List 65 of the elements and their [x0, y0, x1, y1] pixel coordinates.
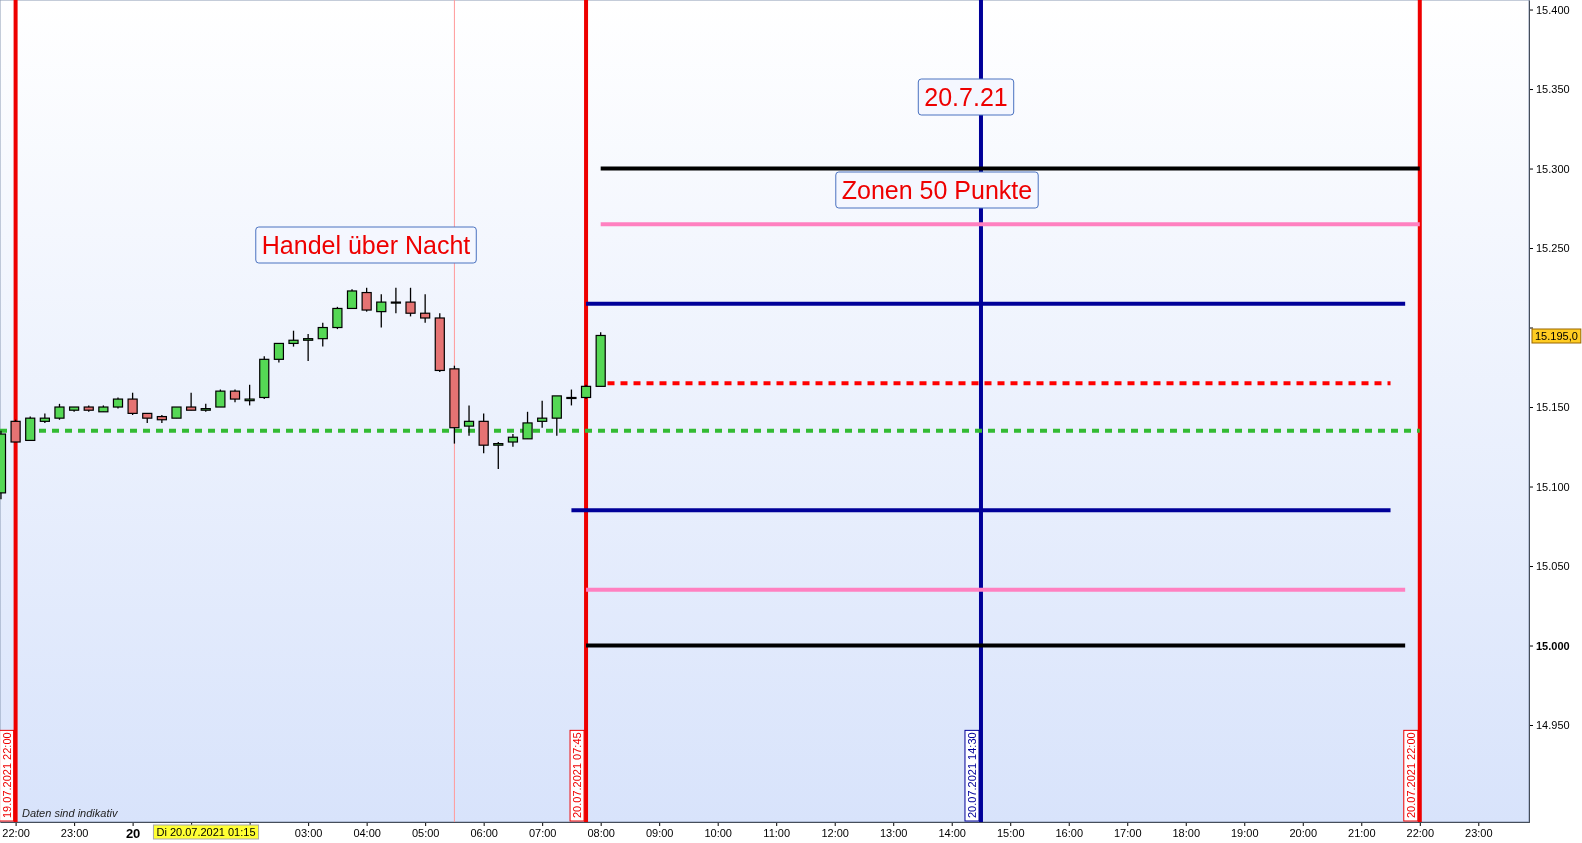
ref-line-label: 20.07.2021 07:45	[571, 732, 584, 818]
candlestick	[303, 333, 314, 362]
x-tick-label: 20	[125, 826, 141, 842]
y-tick-label: 15.100	[1536, 480, 1570, 493]
y-tick-label: 15.400	[1536, 3, 1570, 16]
candlestick	[317, 322, 328, 348]
y-tick-label: 15.050	[1536, 560, 1570, 573]
x-tick-label: 21:00	[1348, 826, 1376, 839]
x-tick-label: 13:00	[879, 826, 908, 839]
candlestick	[463, 404, 475, 437]
x-tick-label: 16:00	[1055, 826, 1084, 839]
x-tick-label: 15:00	[996, 826, 1025, 839]
text: 15.195,0	[1535, 330, 1578, 342]
candlestick	[273, 342, 285, 364]
candlestick	[551, 395, 562, 437]
candlestick	[25, 415, 36, 442]
candlestick	[420, 293, 431, 324]
x-tick-label: 11:00	[763, 826, 791, 839]
candlestick	[405, 287, 416, 318]
annotation: Daten sind indikativ	[22, 807, 119, 819]
x-tick-label: 05:00	[411, 826, 440, 839]
annotation: Handel über Nacht	[261, 231, 471, 259]
candlestick	[10, 419, 21, 443]
candlestick	[361, 287, 372, 313]
text: Di 20.07.2021 01:15	[156, 826, 256, 838]
x-tick-label: 07:00	[528, 826, 557, 839]
y-tick-label: 15.250	[1536, 242, 1570, 255]
candlestick	[478, 412, 489, 454]
x-tick-label: 08:00	[587, 826, 615, 839]
x-tick-label: 18:00	[1172, 826, 1201, 839]
y-tick-label: 15.000	[1536, 639, 1570, 652]
candlestick	[127, 392, 138, 416]
x-tick-label: 12:00	[821, 826, 849, 839]
candlestick	[493, 441, 504, 470]
x-tick-label: 03:00	[294, 826, 323, 839]
x-tick-label: 19:00	[1231, 826, 1259, 839]
y-tick-label: 14.950	[1536, 719, 1570, 732]
x-tick-label: 22:00	[1406, 826, 1435, 839]
annotation: Zonen 50 Punkte	[841, 176, 1033, 204]
x-tick-label: 06:00	[470, 826, 498, 839]
candlestick	[537, 400, 548, 429]
ref-line-label: 20.07.2021 14:30	[965, 732, 978, 818]
x-tick-label: 09:00	[645, 826, 674, 839]
ref-line-label: 20.07.2021 22:00	[1404, 732, 1417, 818]
y-tick-label: 15.300	[1536, 162, 1570, 175]
candlestick	[522, 411, 533, 440]
x-tick-label: 10:00	[704, 826, 732, 839]
x-tick-label: 14:00	[938, 826, 966, 839]
y-tick-label: 15.150	[1536, 401, 1570, 414]
candlestick	[244, 384, 255, 407]
candlestick	[39, 412, 50, 424]
candlestick	[346, 288, 358, 310]
candlestick	[390, 287, 402, 314]
annotation: 20.7.21	[924, 83, 1008, 111]
candlestick	[185, 392, 197, 411]
x-tick-label: 04:00	[353, 826, 381, 839]
x-tick-label: 22:00	[2, 826, 30, 839]
x-tick-label: 23:00	[60, 826, 89, 839]
candlestick	[332, 306, 343, 330]
ref-line-label: 19.07.2021 22:00	[0, 732, 13, 818]
candlestick	[376, 293, 387, 329]
x-tick-label: 17:00	[1113, 826, 1142, 839]
x-tick-label: 20:00	[1289, 826, 1318, 839]
y-tick-label: 15.350	[1536, 83, 1570, 96]
x-tick-label: 23:00	[1465, 826, 1493, 839]
